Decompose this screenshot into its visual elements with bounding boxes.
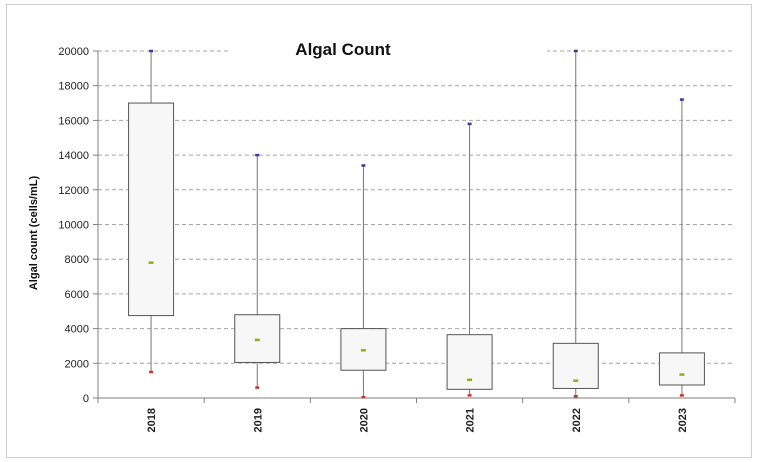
x-tick-label: 2023 — [677, 408, 689, 432]
box-2021 — [446, 122, 493, 397]
y-tick-label: 4000 — [65, 324, 89, 336]
y-axis-label: Algal count (cells/mL) — [28, 176, 40, 291]
boxes-layer — [128, 49, 705, 399]
box-2018 — [128, 49, 175, 374]
box-plot-chart: 0 2000 4000 6000 8000 10000 12000 14000 16000 180… — [28, 37, 736, 432]
grid-layer — [98, 50, 735, 364]
y-tick-label: 12000 — [58, 185, 89, 197]
box-2020 — [340, 164, 387, 399]
x-tick-label: 2022 — [571, 408, 583, 432]
y-tick-labels: 0 2000 4000 6000 8000 10000 12000 14000 16000 180… — [58, 46, 89, 405]
interquartile-box — [340, 328, 387, 371]
y-tick-label: 14000 — [58, 150, 89, 162]
interquartile-box — [446, 334, 493, 390]
x-tick-label: 2019 — [252, 408, 264, 432]
box-2019 — [234, 153, 281, 389]
interquartile-box — [128, 102, 175, 317]
box-2022 — [552, 49, 599, 398]
y-tick-label: 20000 — [58, 46, 89, 58]
interquartile-box — [234, 314, 281, 363]
y-tick-label: 0 — [83, 393, 89, 405]
axes-layer — [93, 50, 736, 403]
x-tick-label: 2018 — [146, 408, 158, 432]
title-background — [229, 37, 547, 63]
y-tick-label: 18000 — [58, 81, 89, 93]
chart-frame: 0 2000 4000 6000 8000 10000 12000 14000 16000 180… — [6, 4, 752, 458]
box-2023 — [658, 98, 705, 397]
y-tick-label: 16000 — [58, 115, 89, 127]
x-tick-label: 2020 — [358, 408, 370, 432]
y-tick-label: 8000 — [65, 254, 89, 266]
chart-title: Algal Count — [295, 40, 391, 59]
y-tick-label: 10000 — [58, 220, 89, 232]
x-tick-label: 2021 — [465, 408, 477, 432]
x-tick-labels: 2018 2019 2020 2021 2022 2023 — [146, 408, 689, 432]
y-tick-label: 6000 — [65, 289, 89, 301]
interquartile-box — [658, 352, 705, 386]
y-tick-label: 2000 — [65, 358, 89, 370]
